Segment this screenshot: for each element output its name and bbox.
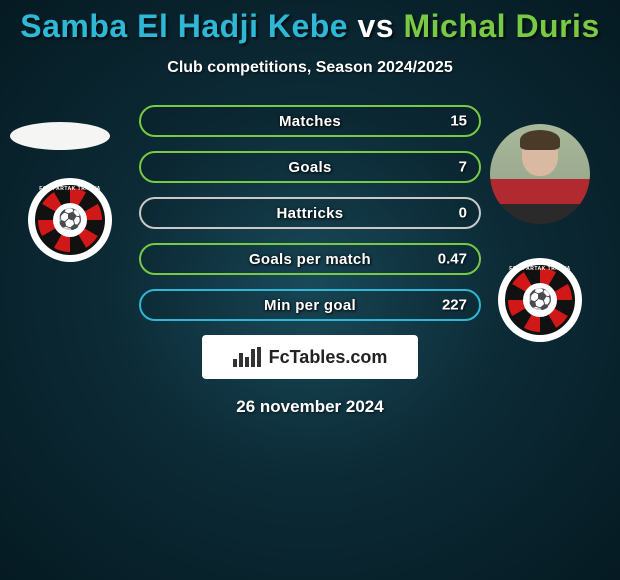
club-name-right: FC SPARTAK TRNAVA <box>508 266 572 272</box>
stat-row: Min per goal 227 <box>139 289 481 321</box>
stat-row: Matches 15 <box>139 105 481 137</box>
stat-label: Goals <box>288 159 331 176</box>
subtitle: Club competitions, Season 2024/2025 <box>0 59 620 77</box>
football-icon: ⚽ <box>523 283 557 317</box>
stat-value-right: 7 <box>459 159 467 176</box>
title-player-right: Michal Duris <box>403 8 599 44</box>
date-label: 26 november 2024 <box>0 397 620 417</box>
football-icon: ⚽ <box>53 203 87 237</box>
stat-label: Goals per match <box>249 251 371 268</box>
player-left-avatar <box>10 122 110 150</box>
stat-label: Hattricks <box>277 205 344 222</box>
stat-row: Goals per match 0.47 <box>139 243 481 275</box>
stat-label: Matches <box>279 113 341 130</box>
club-name-left: FC SPARTAK TRNAVA <box>38 186 102 192</box>
stat-value-right: 0 <box>459 205 467 222</box>
club-badge-left: FC SPARTAK TRNAVA ⚽ <box>28 178 112 262</box>
bar-chart-icon <box>233 347 261 367</box>
fctables-watermark[interactable]: FcTables.com <box>202 335 418 379</box>
stats-list: Matches 15 Goals 7 Hattricks 0 Goals per… <box>139 105 481 321</box>
stat-value-right: 15 <box>450 113 467 130</box>
stat-row: Hattricks 0 <box>139 197 481 229</box>
title-player-left: Samba El Hadji Kebe <box>20 8 348 44</box>
stat-label: Min per goal <box>264 297 356 314</box>
club-badge-right: FC SPARTAK TRNAVA ⚽ <box>498 258 582 342</box>
page-title: Samba El Hadji Kebe vs Michal Duris <box>0 0 620 45</box>
title-vs: vs <box>357 8 394 44</box>
stat-value-right: 0.47 <box>438 251 467 268</box>
player-right-avatar <box>490 124 590 224</box>
fctables-label: FcTables.com <box>269 347 388 368</box>
stat-value-right: 227 <box>442 297 467 314</box>
stat-row: Goals 7 <box>139 151 481 183</box>
